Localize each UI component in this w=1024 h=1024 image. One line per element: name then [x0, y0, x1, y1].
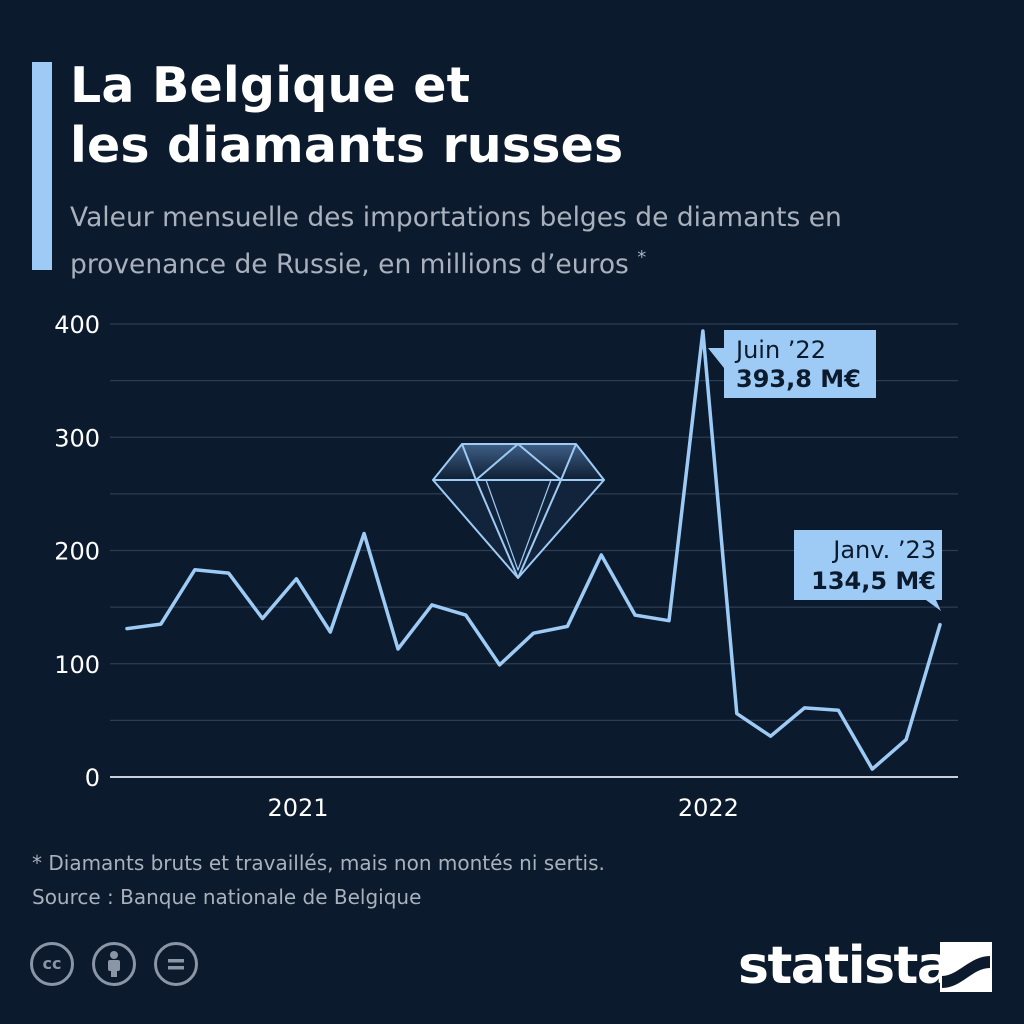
annotation-peak-value: 393,8 M€ [736, 365, 861, 393]
x-tick-label: 2022 [678, 794, 739, 822]
annotation-peak-label: Juin ’22 [734, 336, 826, 364]
title-line-1: La Belgique et [70, 57, 471, 114]
y-axis-ticks: 0 100 200 300 400 [54, 311, 100, 792]
annotation-latest: Janv. ’23 134,5 M€ [794, 530, 942, 611]
series-line [125, 329, 942, 771]
subtitle-line-2: provenance de Russie, en millions d’euro… [70, 248, 629, 280]
footnote-block: * Diamants bruts et travaillés, mais non… [32, 846, 605, 914]
subtitle: Valeur mensuelle des importations belges… [70, 198, 1000, 285]
cc-icon[interactable]: cc [30, 942, 74, 986]
no-derivatives-icon[interactable] [154, 942, 198, 986]
annotation-latest-value: 134,5 M€ [811, 567, 936, 595]
diamond-icon [432, 443, 605, 579]
title-accent-bar [32, 62, 52, 270]
y-tick-label: 0 [85, 764, 100, 792]
y-tick-label: 300 [54, 424, 100, 452]
x-tick-label: 2021 [267, 794, 328, 822]
subtitle-line-1: Valeur mensuelle des importations belges… [70, 202, 842, 233]
x-axis-ticks: 202120222023 [267, 794, 739, 822]
statista-logo[interactable]: statista [738, 936, 952, 996]
y-tick-label: 200 [54, 538, 100, 566]
title-line-2: les diamants russes [70, 117, 624, 174]
y-tick-label: 100 [54, 651, 100, 679]
subtitle-asterisk: * [637, 247, 647, 268]
page-title: La Belgique et les diamants russes [70, 56, 970, 176]
annotation-peak: Juin ’22 393,8 M€ [708, 330, 876, 398]
attribution-icon[interactable] [92, 942, 136, 986]
source: Source : Banque nationale de Belgique [32, 885, 422, 909]
footnote: * Diamants bruts et travaillés, mais non… [32, 851, 605, 875]
y-tick-label: 400 [54, 311, 100, 339]
annotation-latest-label: Janv. ’23 [831, 536, 936, 564]
statista-logo-mark-icon [940, 942, 992, 992]
